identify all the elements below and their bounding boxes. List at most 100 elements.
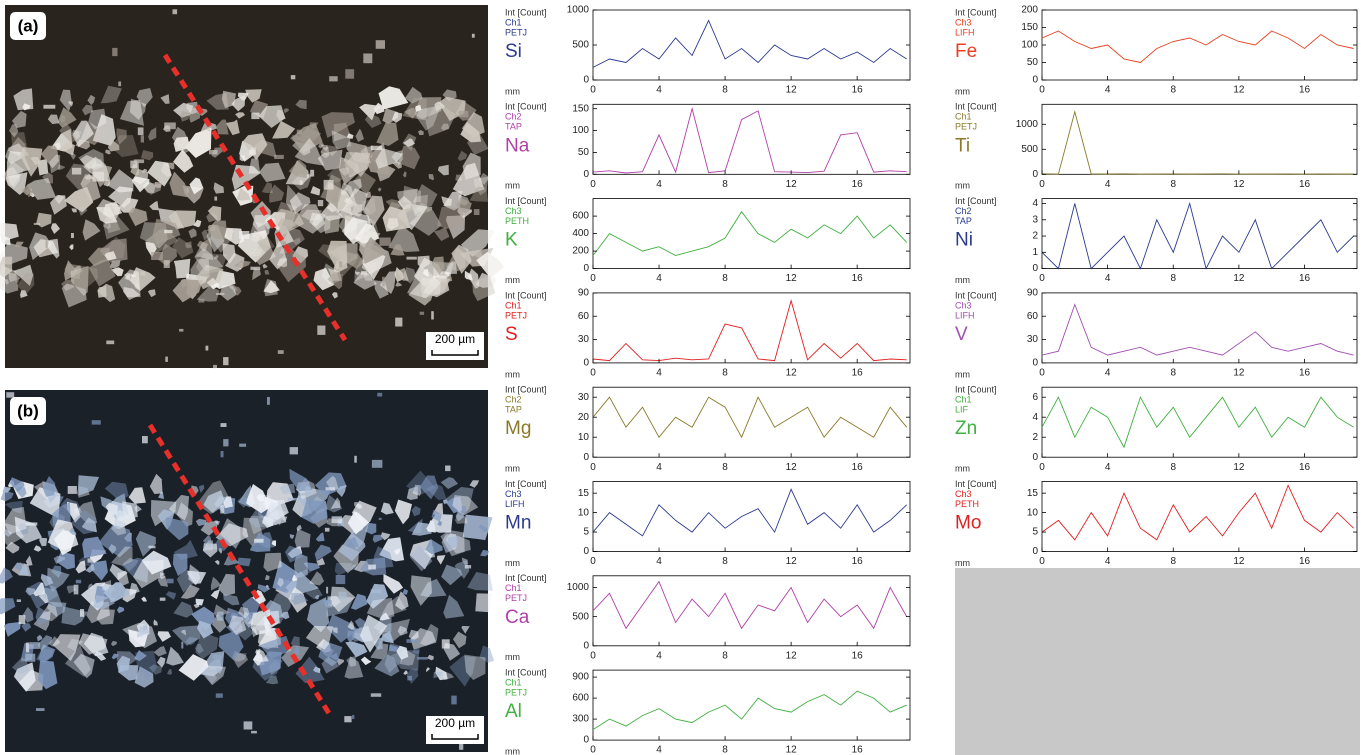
line-scan-chart: Int [Count]Ch1PETJAlmm03006009000481216 [505,667,910,755]
x-tick-label: 12 [1233,462,1245,473]
grain [134,159,144,163]
crystal: PETJ [505,310,527,320]
grain [92,420,101,424]
line-scan-chart: Int [Count]Ch2TAPMgmm01020300481216 [505,385,910,474]
y-tick-label: 1000 [1016,119,1039,130]
x-tick-label: 8 [1170,85,1176,96]
y-axis-label: Int [Count] [505,479,547,489]
y-tick-label: 500 [572,611,589,622]
x-tick-label: 4 [656,745,662,755]
crystal: PETJ [505,593,527,603]
grain [379,518,382,520]
y-tick-label: 30 [578,334,590,345]
x-axis-label: mm [955,558,970,568]
grain [324,180,334,190]
element-title: Al [505,701,522,722]
grain [361,271,367,275]
grain [459,111,469,118]
grain [216,693,223,697]
grain [395,318,402,327]
y-axis-label: Int [Count] [505,573,547,583]
grain [345,69,354,79]
x-axis-label: mm [505,86,520,96]
plot-frame [593,576,910,646]
x-tick-label: 8 [722,85,728,96]
grain [431,311,434,319]
x-axis-label: mm [505,464,520,474]
x-tick-label: 8 [1170,462,1176,473]
y-tick-label: 0 [583,75,589,86]
grain [318,200,323,206]
grain [131,275,135,277]
grain [321,600,332,604]
x-tick-label: 16 [1299,462,1311,473]
grain [462,506,466,514]
y-tick-label: 5 [1032,527,1038,538]
y-tick-label: 100 [572,125,589,136]
x-tick-label: 0 [590,556,596,567]
grain [71,233,74,238]
y-tick-label: 20 [578,412,590,423]
channel: Ch2 [505,112,522,122]
crystal: LIFH [955,27,975,37]
x-tick-label: 12 [1233,368,1245,379]
plot-frame [593,293,910,363]
x-tick-label: 12 [1233,179,1245,190]
panel-label: (b) [17,401,39,420]
x-tick-label: 16 [852,179,864,190]
y-tick-label: 0 [583,263,589,274]
y-tick-label: 10 [578,507,590,518]
grain [141,135,144,142]
y-tick-label: 150 [572,103,589,114]
grain [138,127,144,135]
grain [209,150,218,154]
x-tick-label: 0 [1039,179,1045,190]
y-axis-label: Int [Count] [955,290,997,300]
x-tick-label: 0 [590,368,596,379]
line-scan-chart: Int [Count]Ch3LIFHFemm050100150200048121… [955,5,1357,97]
y-axis-label: Int [Count] [955,479,997,489]
y-tick-label: 10 [578,432,590,443]
grain [406,639,418,643]
grain [274,155,284,159]
x-tick-label: 0 [1039,368,1045,379]
grain [160,598,166,601]
line-scan-chart: Int [Count]Ch2TAPNamm0501001500481216 [505,102,910,191]
grain [173,9,178,14]
x-tick-label: 8 [722,273,728,284]
grain [251,731,257,734]
plot-frame [1042,387,1357,457]
x-tick-label: 16 [852,745,864,755]
grain [142,436,148,443]
crystal: PETJ [505,27,527,37]
grain [165,357,168,362]
grain [36,708,45,711]
y-tick-label: 0 [1032,546,1038,557]
crystal: TAP [505,405,522,415]
channel: Ch2 [505,395,522,405]
grain [216,293,224,295]
grain [214,197,217,201]
y-tick-label: 90 [578,288,590,299]
grain [407,257,417,260]
grain [34,223,40,225]
y-tick-label: 4 [1032,412,1038,423]
x-tick-label: 0 [590,85,596,96]
x-axis-label: mm [505,746,520,755]
y-tick-label: 150 [1021,22,1038,33]
x-tick-label: 12 [1233,85,1245,96]
y-tick-label: 30 [578,392,590,403]
y-tick-label: 300 [572,714,589,725]
grain [43,105,55,109]
y-axis-label: Int [Count] [505,667,547,677]
plot-frame [1042,10,1357,80]
x-tick-label: 8 [722,650,728,661]
grain [382,277,385,287]
grain [344,716,351,722]
grain [417,657,428,660]
grain [354,456,357,463]
plot-frame [1042,104,1357,174]
x-axis-label: mm [505,181,520,191]
grain [244,721,253,729]
